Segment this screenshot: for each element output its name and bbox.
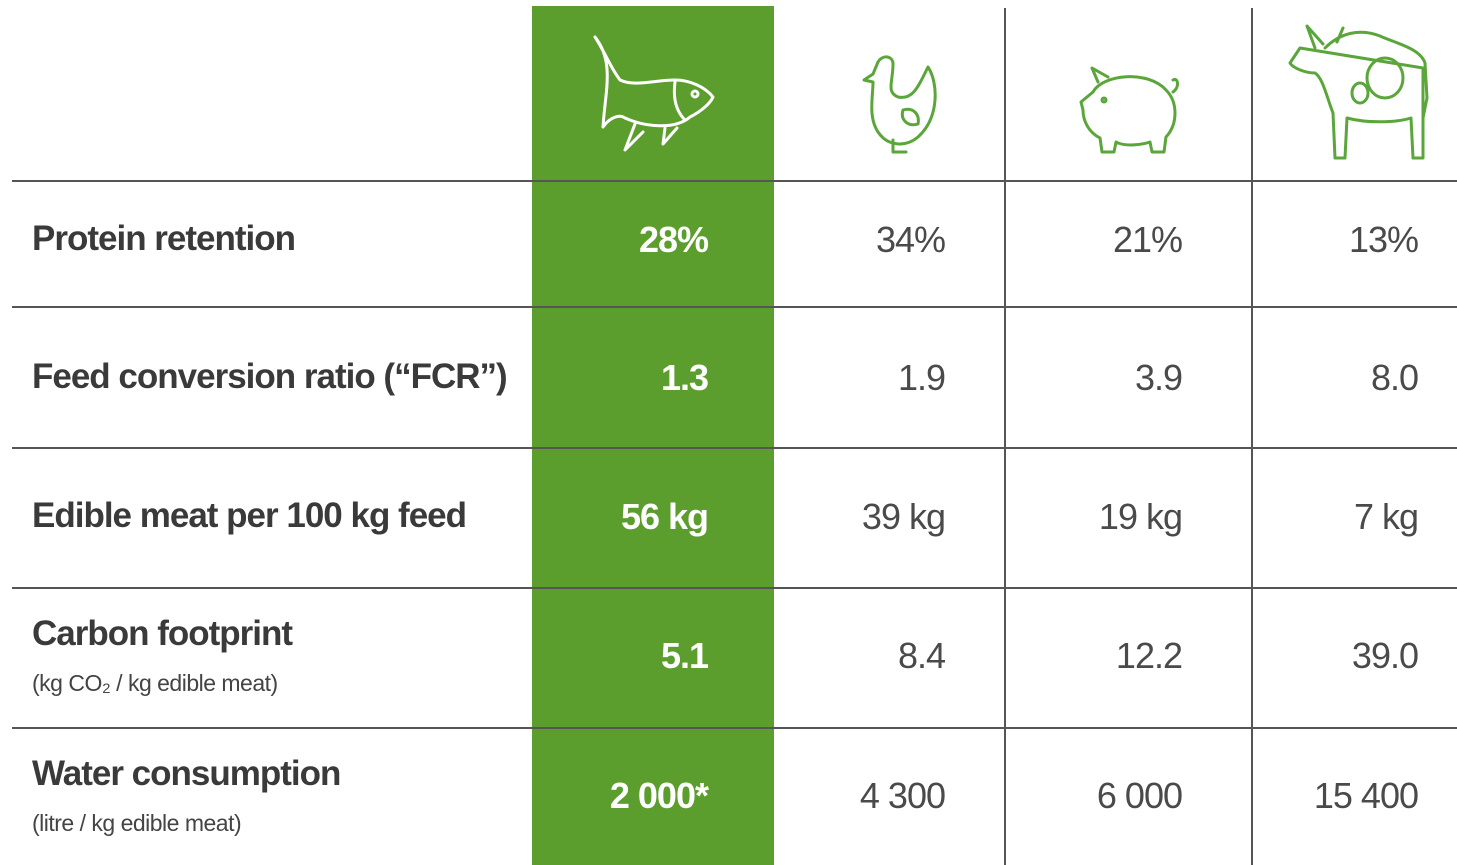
- row-divider: [12, 587, 1457, 589]
- row-label: Edible meat per 100 kg feed: [32, 496, 467, 535]
- cell-value: 13%: [1348, 219, 1419, 260]
- cell-value: 1.9: [897, 357, 946, 398]
- row-divider: [12, 447, 1457, 449]
- row-note: (litre / kg edible meat): [32, 810, 242, 836]
- cell-value: 5.1: [660, 635, 709, 676]
- cell-value: 39.0: [1351, 635, 1419, 676]
- highlight-column: [532, 6, 774, 865]
- cell-value: 8.0: [1370, 357, 1419, 398]
- column-divider: [1251, 8, 1253, 865]
- cell-value: 7 kg: [1353, 496, 1419, 537]
- cell-value: 2 000*: [609, 775, 709, 816]
- cell-value: 19 kg: [1098, 496, 1183, 537]
- cell-value: 4 300: [859, 775, 946, 816]
- cell-value: 3.9: [1134, 357, 1183, 398]
- cell-value: 28%: [638, 219, 709, 260]
- row-label: Carbon footprint: [32, 614, 293, 653]
- pig-icon: [1079, 66, 1179, 154]
- cell-value: 15 400: [1313, 775, 1419, 816]
- row-label: Feed conversion ratio (“FCR”): [32, 357, 508, 396]
- row-divider: [12, 306, 1457, 308]
- row-label: Water consumption: [32, 754, 341, 793]
- cell-value: 34%: [875, 219, 946, 260]
- row-divider: [12, 727, 1457, 729]
- cell-value: 6 000: [1096, 775, 1183, 816]
- row-label: Protein retention: [32, 219, 296, 258]
- column-divider: [1004, 8, 1006, 865]
- cell-value: 56 kg: [620, 496, 709, 537]
- row-divider: [12, 180, 1457, 182]
- cow-icon: [1288, 24, 1429, 160]
- chicken-icon: [862, 55, 937, 154]
- cell-value: 12.2: [1115, 635, 1183, 676]
- cell-value: 39 kg: [861, 496, 946, 537]
- cell-value: 8.4: [897, 635, 946, 676]
- cell-value: 21%: [1112, 219, 1183, 260]
- row-note: (kg CO₂ / kg edible meat): [32, 670, 278, 696]
- cell-value: 1.3: [660, 357, 709, 398]
- fish-icon: [593, 35, 715, 152]
